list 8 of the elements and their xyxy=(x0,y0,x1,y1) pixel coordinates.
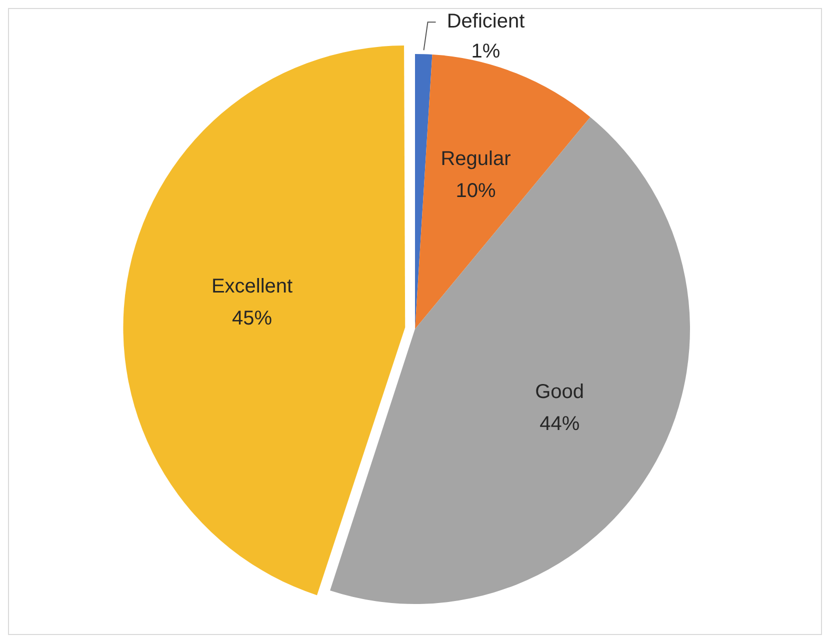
slice-label: Good xyxy=(535,381,584,404)
data-label: 45% xyxy=(232,308,272,330)
slice-label: Excellent xyxy=(211,276,294,298)
data-label: 10% xyxy=(456,180,496,202)
slice-label: Regular xyxy=(440,148,512,170)
data-label: 1% xyxy=(471,40,500,63)
data-label: 44% xyxy=(540,413,580,436)
slice-label: Deficient xyxy=(446,10,526,33)
